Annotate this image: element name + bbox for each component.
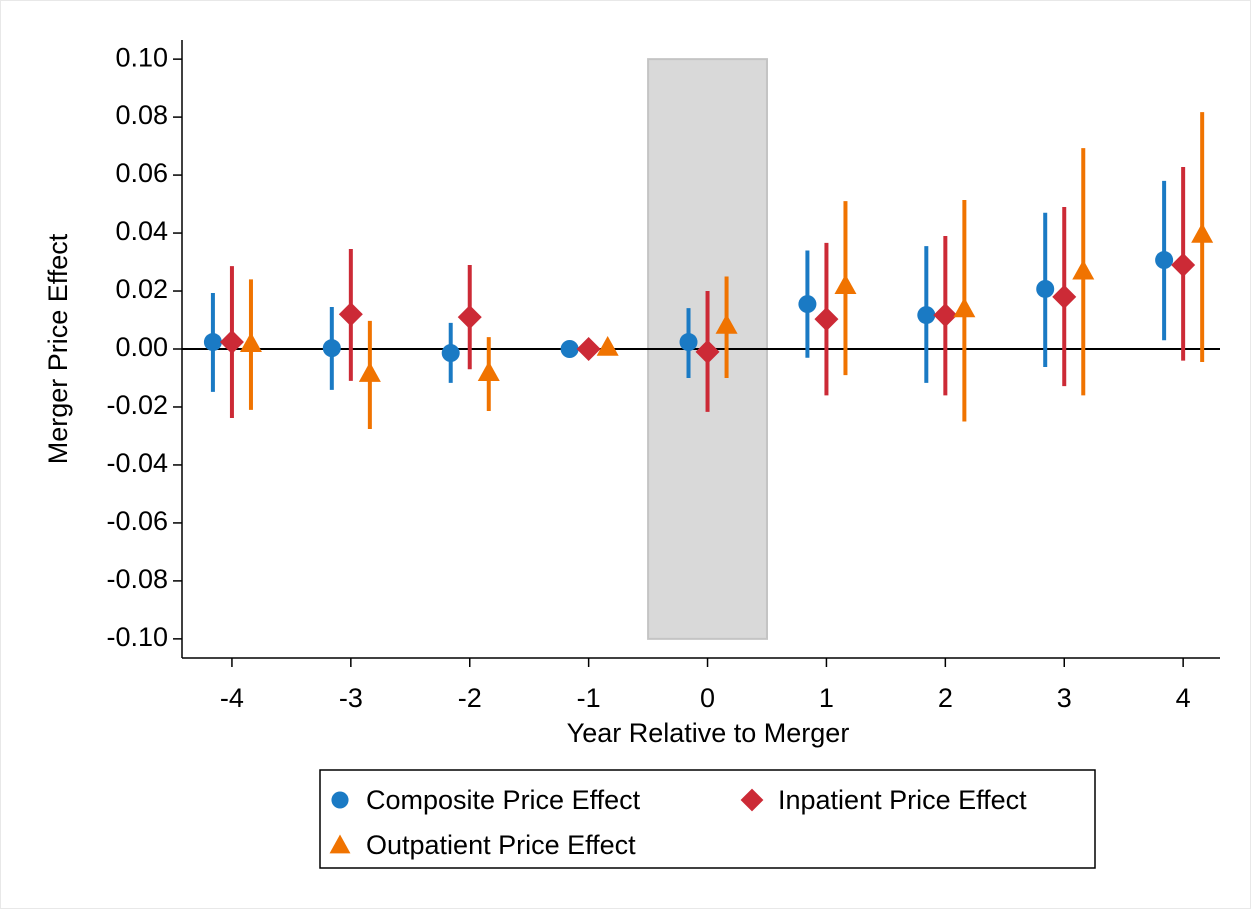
y-tick-label: 0.06 — [115, 158, 168, 188]
marker — [457, 305, 482, 330]
marker — [679, 333, 698, 352]
marker — [596, 335, 619, 356]
x-tick-label: -3 — [339, 683, 363, 713]
marker — [322, 339, 341, 358]
y-tick-label: -0.06 — [106, 506, 168, 536]
y-tick-label: 0.00 — [115, 332, 168, 362]
marker — [933, 303, 958, 328]
marker — [1072, 259, 1095, 280]
marker — [338, 302, 363, 327]
marker — [1052, 284, 1077, 309]
legend-label: Outpatient Price Effect — [366, 830, 636, 860]
y-tick-label: -0.02 — [106, 390, 168, 420]
x-tick-label: -4 — [220, 683, 244, 713]
y-axis-label: Merger Price Effect — [43, 233, 73, 464]
marker — [1036, 279, 1055, 298]
x-tick-label: 4 — [1176, 683, 1191, 713]
marker — [477, 361, 500, 381]
y-tick-label: -0.04 — [106, 448, 168, 478]
x-tick-label: -1 — [577, 683, 601, 713]
x-tick-label: 0 — [700, 683, 715, 713]
x-axis-label: Year Relative to Merger — [567, 718, 850, 748]
marker — [1155, 251, 1174, 270]
y-tick-label: 0.08 — [115, 100, 168, 130]
legend — [319, 769, 1096, 869]
marker — [798, 295, 817, 314]
x-tick-label: 3 — [1057, 683, 1072, 713]
x-tick-label: -2 — [458, 683, 482, 713]
legend-label: Composite Price Effect — [366, 785, 641, 815]
marker — [1191, 222, 1214, 243]
x-tick-label: 2 — [938, 683, 953, 713]
legend-marker — [329, 834, 351, 854]
marker — [814, 307, 839, 332]
marker — [560, 340, 579, 358]
marker — [576, 337, 601, 361]
y-tick-label: 0.10 — [115, 42, 168, 72]
y-tick-label: 0.04 — [115, 216, 168, 246]
marker — [953, 297, 976, 318]
y-tick-label: -0.08 — [106, 564, 168, 594]
legend-marker — [331, 791, 349, 809]
marker — [441, 344, 460, 363]
marker — [834, 274, 857, 295]
marker — [695, 339, 720, 364]
y-tick-label: 0.02 — [115, 274, 168, 304]
marker — [219, 330, 244, 355]
marker — [239, 332, 262, 353]
legend-marker — [740, 788, 764, 812]
legend-label: Inpatient Price Effect — [778, 785, 1027, 815]
marker — [715, 313, 738, 334]
y-tick-label: -0.10 — [106, 622, 168, 652]
marker — [917, 306, 936, 325]
marker — [358, 362, 381, 382]
x-tick-label: 1 — [819, 683, 834, 713]
marker — [1171, 252, 1196, 277]
marker — [203, 333, 222, 352]
